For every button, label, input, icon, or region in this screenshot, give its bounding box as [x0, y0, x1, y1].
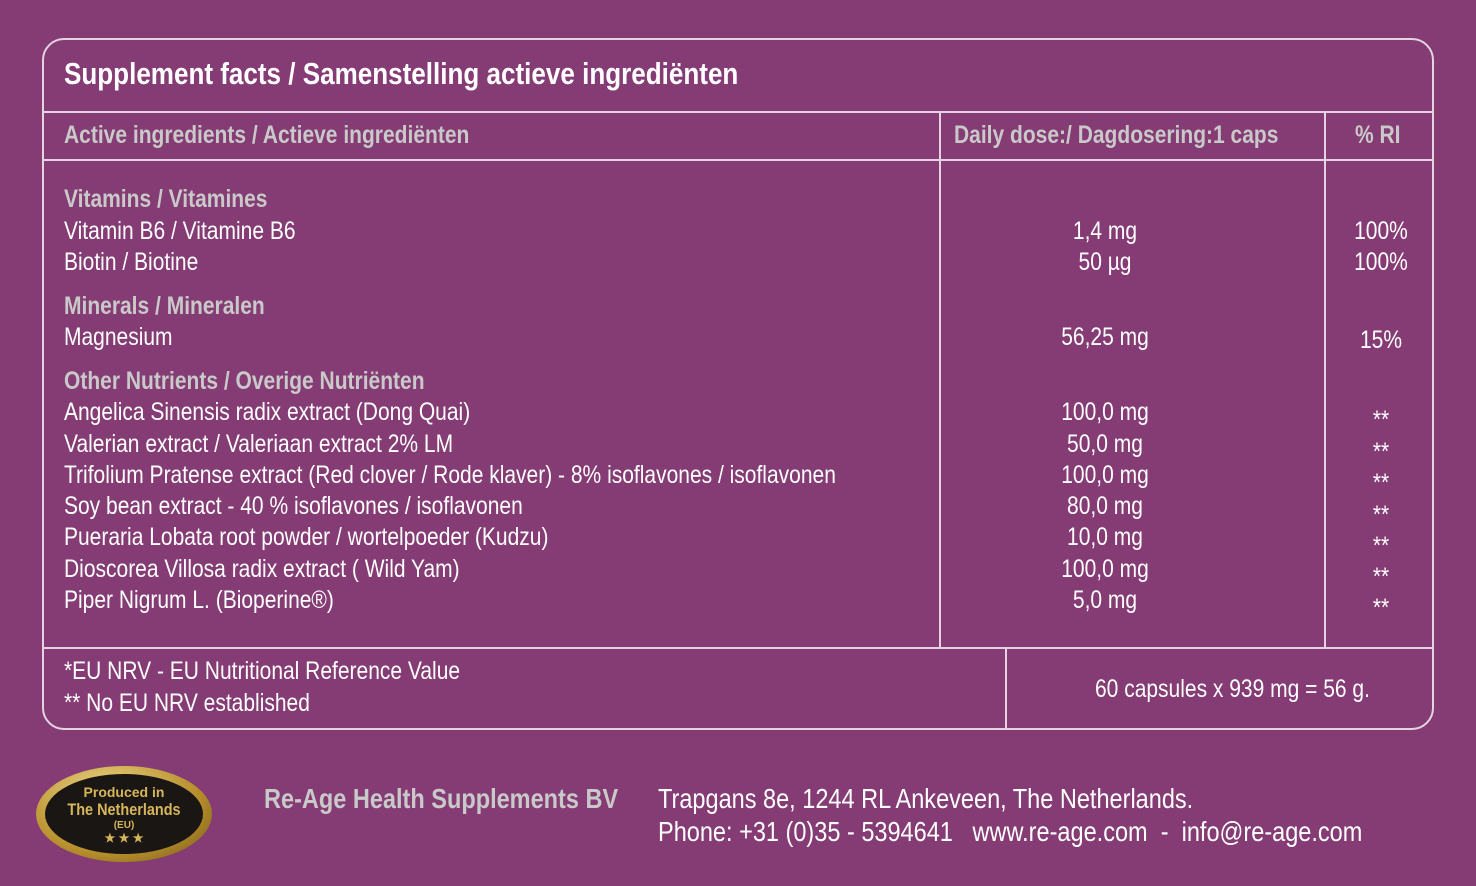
ingredient-name: Trifolium Pratense extract (Red clover /… — [64, 461, 836, 489]
ingredient-name: Angelica Sinensis radix extract (Dong Qu… — [64, 398, 471, 426]
footnote-nrv: *EU NRV - EU Nutritional Reference Value — [64, 657, 461, 685]
footnote-no-nrv: ** No EU NRV established — [64, 689, 310, 717]
ingredient-ri: 100% — [1354, 248, 1408, 276]
supplement-facts-panel — [42, 38, 1434, 730]
ingredient-dose: 50,0 mg — [1067, 430, 1143, 458]
ingredient-dose: 10,0 mg — [1067, 523, 1143, 551]
badge-text: (EU) — [113, 820, 135, 831]
ingredient-dose: 100,0 mg — [1061, 461, 1149, 489]
divider — [43, 647, 1434, 649]
section-heading: Minerals / Mineralen — [64, 292, 265, 320]
column-divider — [1005, 648, 1007, 730]
ingredient-dose: 100,0 mg — [1061, 555, 1149, 583]
ingredient-name: Vitamin B6 / Vitamine B6 — [64, 217, 296, 245]
ingredient-name: Valerian extract / Valeriaan extract 2% … — [64, 430, 454, 458]
ingredient-name: Pueraria Lobata root powder / wortelpoed… — [64, 523, 549, 551]
ingredient-ri: ** — [1372, 501, 1390, 529]
ingredient-dose: 80,0 mg — [1067, 492, 1143, 520]
ingredient-dose: 56,25 mg — [1061, 323, 1149, 351]
badge-text: Produced in — [83, 784, 165, 800]
stars-icon: ★ ★ ★ — [104, 831, 144, 845]
company-name: Re-Age Health Supplements BV — [264, 783, 619, 814]
company-address: Trapgans 8e, 1244 RL Ankeveen, The Nethe… — [658, 783, 1194, 814]
badge-text: The Netherlands — [67, 800, 181, 819]
column-divider — [939, 112, 941, 648]
ingredient-ri: ** — [1372, 532, 1390, 560]
ingredient-ri: ** — [1372, 438, 1390, 466]
section-heading: Vitamins / Vitamines — [64, 185, 268, 213]
header-ri: % RI — [1355, 121, 1401, 149]
produced-in-netherlands-badge: Produced in The Netherlands (EU) ★ ★ ★ — [36, 766, 212, 862]
ingredient-name: Dioscorea Villosa radix extract ( Wild Y… — [64, 555, 460, 583]
page-title: Supplement facts / Samenstelling actieve… — [64, 56, 739, 91]
divider — [43, 159, 1434, 161]
column-divider — [1324, 112, 1326, 648]
divider — [43, 111, 1434, 113]
ingredient-dose: 5,0 mg — [1072, 586, 1138, 614]
ingredient-dose: 50 µg — [1078, 248, 1132, 276]
header-dose: Daily dose:/ Dagdosering:1 caps — [954, 121, 1279, 149]
ingredient-dose: 100,0 mg — [1061, 398, 1149, 426]
ingredient-name: Soy bean extract - 40 % isoflavones / is… — [64, 492, 523, 520]
capsule-info: 60 capsules x 939 mg = 56 g. — [1095, 675, 1370, 703]
ingredient-ri: ** — [1372, 563, 1390, 591]
ingredient-name: Piper Nigrum L. (Bioperine®) — [64, 586, 334, 614]
ingredient-dose: 1,4 mg — [1072, 217, 1138, 245]
header-ingredients: Active ingredients / Actieve ingrediënte… — [64, 121, 470, 149]
company-contact: Phone: +31 (0)35 - 5394641 www.re-age.co… — [658, 816, 1363, 847]
ingredient-ri: 100% — [1354, 217, 1408, 245]
section-heading: Other Nutrients / Overige Nutriënten — [64, 367, 425, 395]
ingredient-ri: ** — [1372, 469, 1390, 497]
ingredient-ri: ** — [1372, 594, 1390, 622]
ingredient-name: Biotin / Biotine — [64, 248, 199, 276]
ingredient-name: Magnesium — [64, 323, 173, 351]
ingredient-ri: 15% — [1359, 326, 1403, 354]
ingredient-ri: ** — [1372, 406, 1390, 434]
